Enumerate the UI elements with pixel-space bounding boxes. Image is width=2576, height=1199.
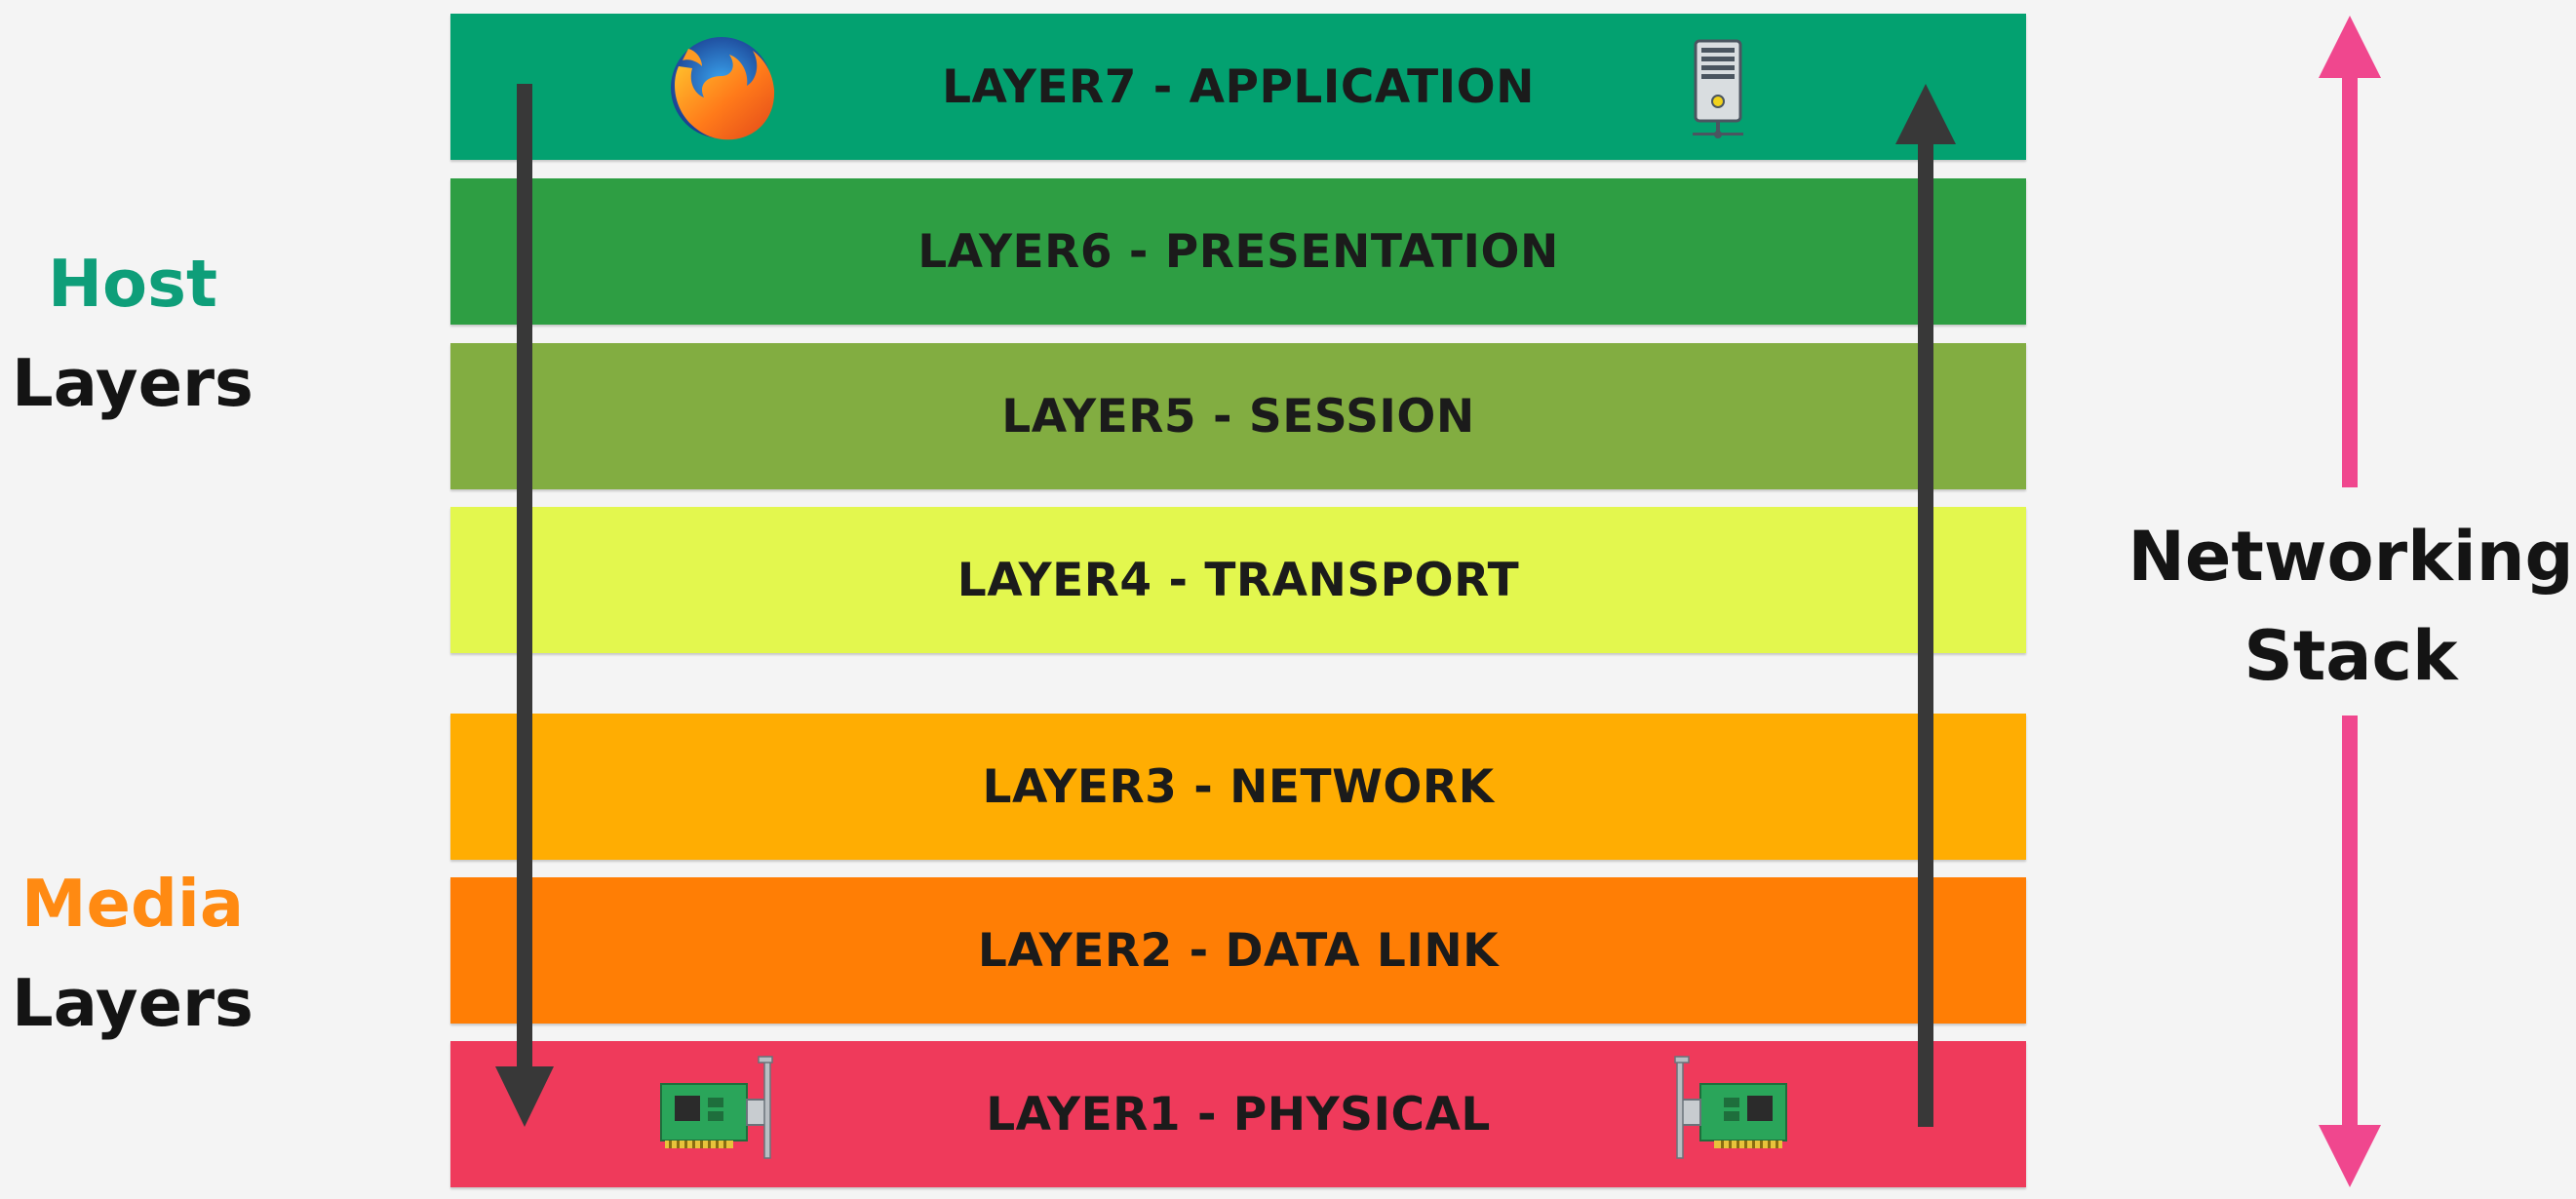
- layer-label: LAYER5 - SESSION: [1001, 389, 1475, 444]
- networking-word: Networking: [2127, 517, 2574, 597]
- layer-label: LAYER3 - NETWORK: [982, 759, 1495, 814]
- layer-3-network-bar: LAYER3 - NETWORK: [450, 714, 2026, 860]
- stack-up-arrow: [2319, 16, 2381, 487]
- layer-label: LAYER7 - APPLICATION: [942, 59, 1535, 114]
- firefox-browser-icon: [671, 37, 775, 140]
- network-card-icon: [660, 1056, 773, 1159]
- layer-label: LAYER6 - PRESENTATION: [917, 224, 1559, 279]
- host-word: Host: [47, 246, 217, 322]
- layer-2-data-link-bar: LAYER2 - DATA LINK: [450, 877, 2026, 1024]
- layer-4-transport-bar: LAYER4 - TRANSPORT: [450, 507, 2026, 653]
- media-word: Media: [20, 866, 245, 942]
- stack-word: Stack: [2244, 616, 2458, 696]
- media-layers-word: Layers: [12, 965, 254, 1041]
- layer-label: LAYER4 - TRANSPORT: [956, 553, 1520, 607]
- layer-label: LAYER1 - PHYSICAL: [986, 1087, 1491, 1141]
- media-layers-label: Media Layers: [0, 854, 265, 1053]
- layer-6-presentation-bar: LAYER6 - PRESENTATION: [450, 178, 2026, 325]
- stack-down-arrow: [2319, 716, 2381, 1187]
- host-layers-label: Host Layers: [0, 234, 265, 433]
- network-card-icon: [1674, 1056, 1787, 1159]
- server-tower-icon: [1693, 39, 1743, 138]
- networking-stack-label: Networking Stack: [2126, 507, 2576, 706]
- host-layers-word: Layers: [12, 345, 254, 421]
- layer-label: LAYER2 - DATA LINK: [977, 923, 1500, 978]
- layer-5-session-bar: LAYER5 - SESSION: [450, 343, 2026, 489]
